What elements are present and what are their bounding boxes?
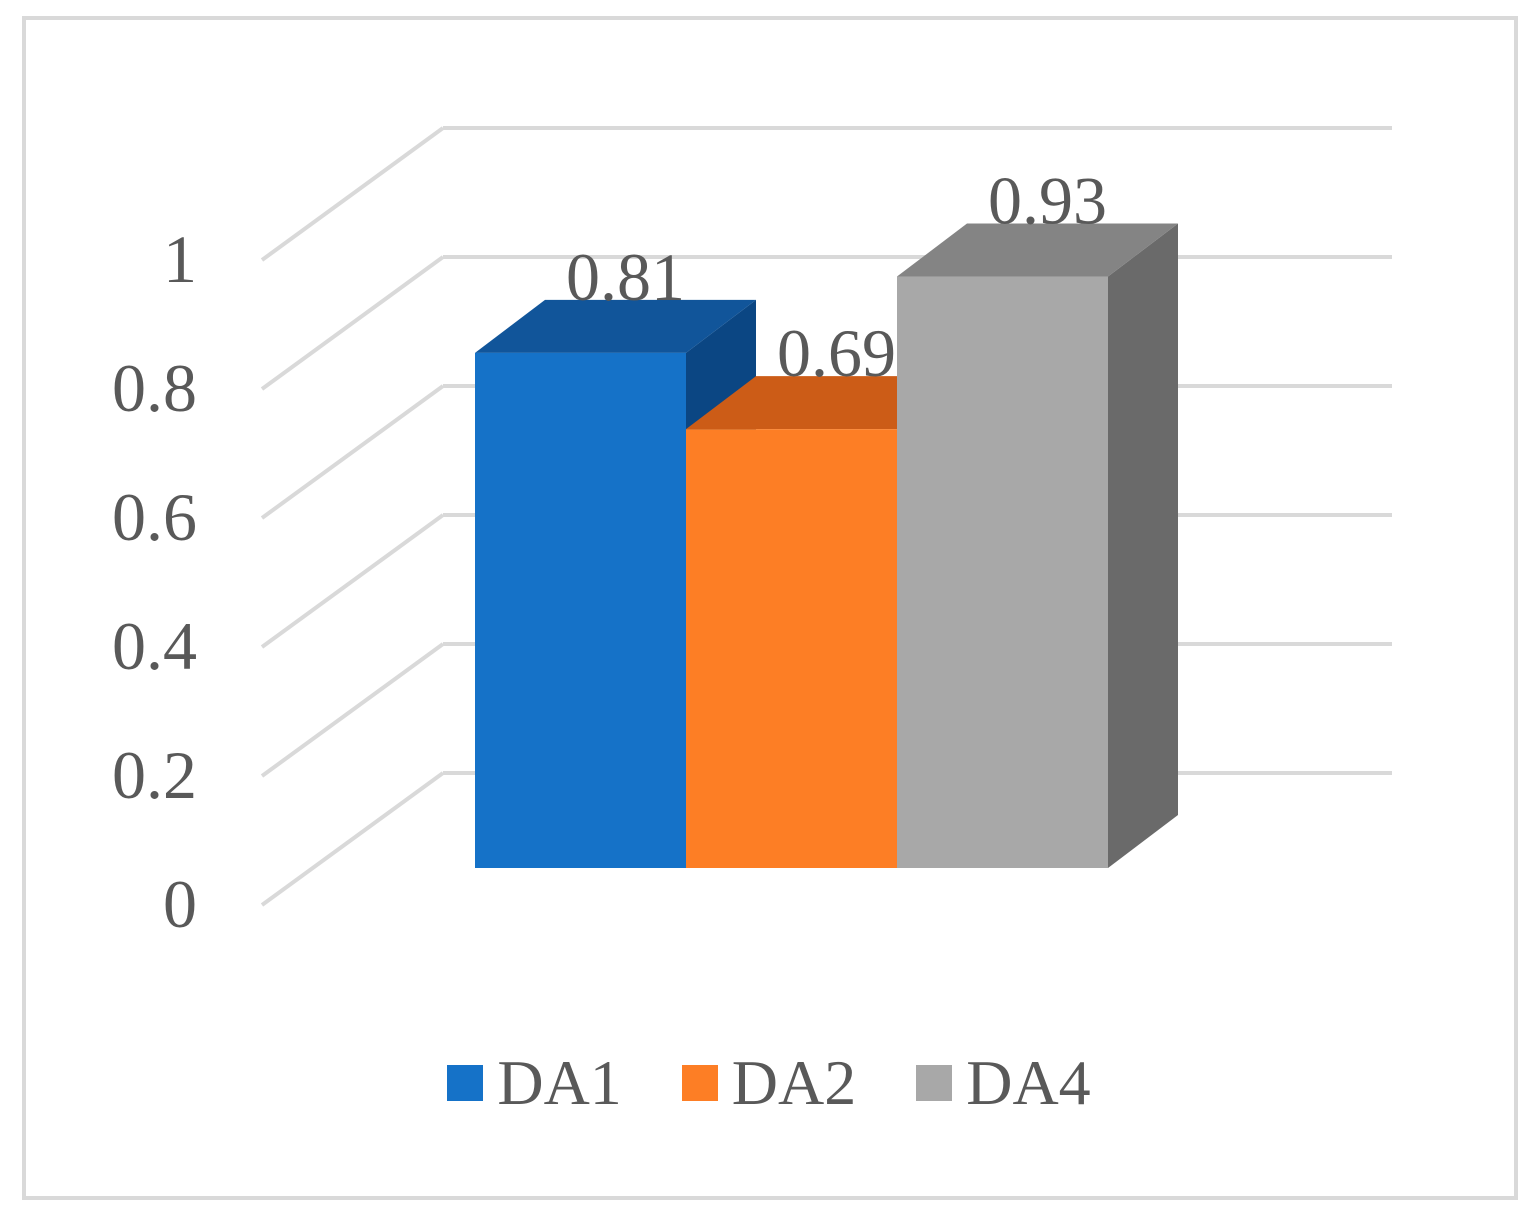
data-label-da2: 0.69 [777,315,896,391]
bar-front-da4 [897,276,1108,868]
bar-top-da2 [686,376,967,430]
gridline-side-3 [260,384,445,520]
bars [475,223,1178,869]
y-tick-label: 0.2 [112,737,197,813]
bar-side-da4 [1108,223,1178,868]
bar-front-da1 [475,352,686,869]
legend-item-da1: DA1 [447,1046,622,1120]
data-label-da4: 0.93 [988,163,1107,239]
legend-label-da1: DA1 [497,1047,622,1118]
y-tick-label: 0.8 [112,350,197,426]
gridline-side-5 [260,126,445,262]
gridline-side-4 [260,255,445,391]
gridline-side-1 [260,642,445,778]
legend: DA1 DA2 DA4 [0,1046,1538,1120]
legend-swatch-da2 [681,1065,718,1101]
legend-item-da2: DA2 [681,1046,857,1120]
y-axis-ticks: 0 0.2 0.4 0.6 0.8 1 [112,221,197,942]
gridline-side-0 [260,771,445,907]
bar-front-da2 [686,429,897,868]
y-tick-label: 0.4 [112,608,197,684]
legend-item-da4: DA4 [916,1046,1091,1120]
legend-swatch-da1 [447,1065,484,1101]
y-tick-label: 1 [163,221,197,297]
bar-da4 [897,223,1178,868]
data-label-da1: 0.81 [566,239,685,315]
legend-label-da4: DA4 [966,1047,1091,1118]
data-labels: 0.81 0.69 0.93 [566,163,1107,392]
gridline-side-2 [260,513,445,649]
legend-swatch-da4 [916,1065,953,1101]
bar-top-da1 [475,299,756,353]
y-tick-label: 0 [163,866,197,942]
bar-top-da4 [897,223,1178,277]
legend-label-da2: DA2 [731,1047,857,1118]
y-tick-label: 0.6 [112,479,197,555]
